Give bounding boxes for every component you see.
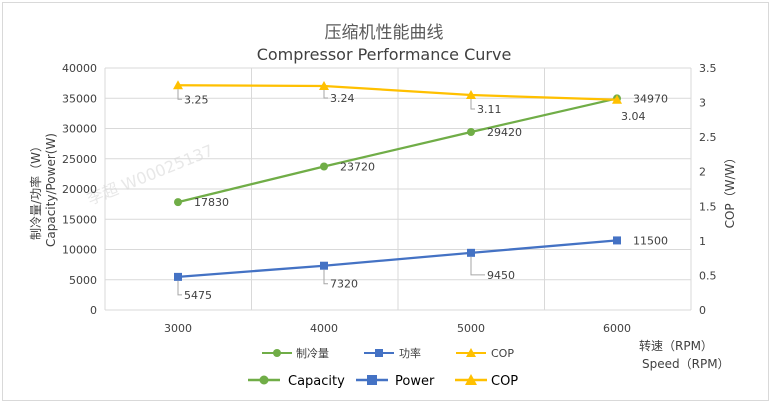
point-cop — [612, 94, 622, 104]
legend-item-cop-en: COP — [455, 374, 518, 389]
legend-item-power-en: Power — [356, 374, 435, 389]
legend-label-cop-en: COP — [491, 374, 518, 389]
y2-tick-label: 0.5 — [699, 269, 717, 282]
right-axis-ticks: 0 0.5 1 1.5 2 2.5 3 3.5 — [699, 62, 717, 317]
y2-axis-label: COP（W/W） — [723, 152, 737, 229]
left-axis-ticks: 0 5000 10000 15000 20000 25000 30000 35000 40000 — [62, 62, 97, 317]
chart-title-cn: 压缩机性能曲线 — [325, 23, 444, 43]
x-tick-label: 5000 — [457, 322, 485, 335]
y-tick-label: 30000 — [62, 123, 97, 136]
point-power — [320, 261, 328, 270]
series-layer — [173, 80, 622, 281]
data-label-cop: 3.24 — [330, 92, 355, 105]
x-axis-label-cn: 转速（RPM） — [639, 338, 713, 353]
point-cop — [466, 89, 476, 99]
y-axis-label-en: Capacity/Power(W) — [44, 133, 58, 247]
label-leader — [470, 98, 475, 110]
legend-item-power-cn: 功率 — [364, 346, 421, 360]
y2-tick-label: 2 — [699, 166, 706, 179]
point-capacity — [320, 162, 328, 171]
legend-label-power-en: Power — [395, 374, 435, 389]
series-line-power — [177, 239, 618, 278]
legend-label-capacity-en: Capacity — [288, 374, 345, 389]
legend-label-power-cn: 功率 — [399, 346, 421, 360]
legend-item-cop-cn: COP — [456, 347, 514, 360]
point-cop — [319, 80, 329, 90]
y-tick-label: 10000 — [62, 244, 97, 257]
x-tick-label: 6000 — [603, 322, 631, 335]
data-label-capacity: 34970 — [633, 92, 668, 105]
data-label-power: 5475 — [184, 289, 212, 302]
y-axis-label-cn: 制冷量/功率（W） — [28, 140, 43, 240]
y-tick-label: 40000 — [62, 62, 97, 75]
x-tick-label: 3000 — [164, 322, 192, 335]
y2-tick-label: 0 — [699, 304, 706, 317]
y-tick-label: 15000 — [62, 213, 97, 226]
y-tick-label: 0 — [90, 304, 97, 317]
data-label-capacity: 17830 — [194, 196, 229, 209]
data-labels-layer: 17830 23720 29420 34970 5475 7320 9450 11500 3.2… — [177, 89, 668, 302]
chart-subtitle-en: Compressor Performance Curve — [257, 45, 512, 64]
legend-label-capacity-cn: 制冷量 — [296, 347, 329, 360]
data-label-power: 9450 — [487, 269, 515, 282]
y-tick-label: 25000 — [62, 153, 97, 166]
point-power — [613, 236, 621, 245]
point-capacity — [467, 128, 475, 137]
y2-tick-label: 3.5 — [699, 62, 717, 75]
data-label-cop: 3.04 — [621, 110, 646, 123]
data-label-power: 11500 — [633, 234, 668, 247]
y2-tick-label: 1 — [699, 235, 706, 248]
legend-item-capacity-en: Capacity — [248, 374, 345, 389]
point-power — [174, 272, 182, 281]
point-capacity — [174, 198, 182, 207]
gridlines — [104, 67, 692, 311]
legend-en: Capacity Power COP — [248, 374, 518, 389]
point-power — [467, 248, 475, 257]
label-leader — [470, 256, 485, 276]
point-cop — [173, 80, 183, 90]
label-leader — [177, 280, 182, 296]
legend-cn: 制冷量 功率 COP — [262, 346, 514, 360]
series-line-cop — [177, 84, 618, 101]
y2-tick-label: 1.5 — [699, 200, 717, 213]
label-leader — [323, 269, 328, 285]
series-line-capacity — [177, 97, 618, 204]
data-label-power: 7320 — [330, 278, 358, 291]
data-label-cop: 3.25 — [184, 93, 209, 106]
y-tick-label: 35000 — [62, 92, 97, 105]
x-axis-ticks: 3000 4000 5000 6000 — [164, 322, 631, 335]
data-label-capacity: 23720 — [340, 160, 375, 173]
x-tick-label: 4000 — [310, 322, 338, 335]
legend-item-capacity-cn: 制冷量 — [262, 347, 329, 360]
data-label-cop: 3.11 — [477, 103, 502, 116]
data-label-capacity: 29420 — [487, 126, 522, 139]
label-leader — [177, 89, 182, 100]
y2-tick-label: 3 — [699, 97, 706, 110]
x-axis-label-en: Speed（RPM） — [642, 357, 730, 371]
label-leader — [323, 89, 328, 99]
y-tick-label: 20000 — [62, 183, 97, 196]
y2-tick-label: 2.5 — [699, 131, 717, 144]
y-tick-label: 5000 — [69, 274, 97, 287]
legend-label-cop-cn: COP — [491, 347, 514, 360]
